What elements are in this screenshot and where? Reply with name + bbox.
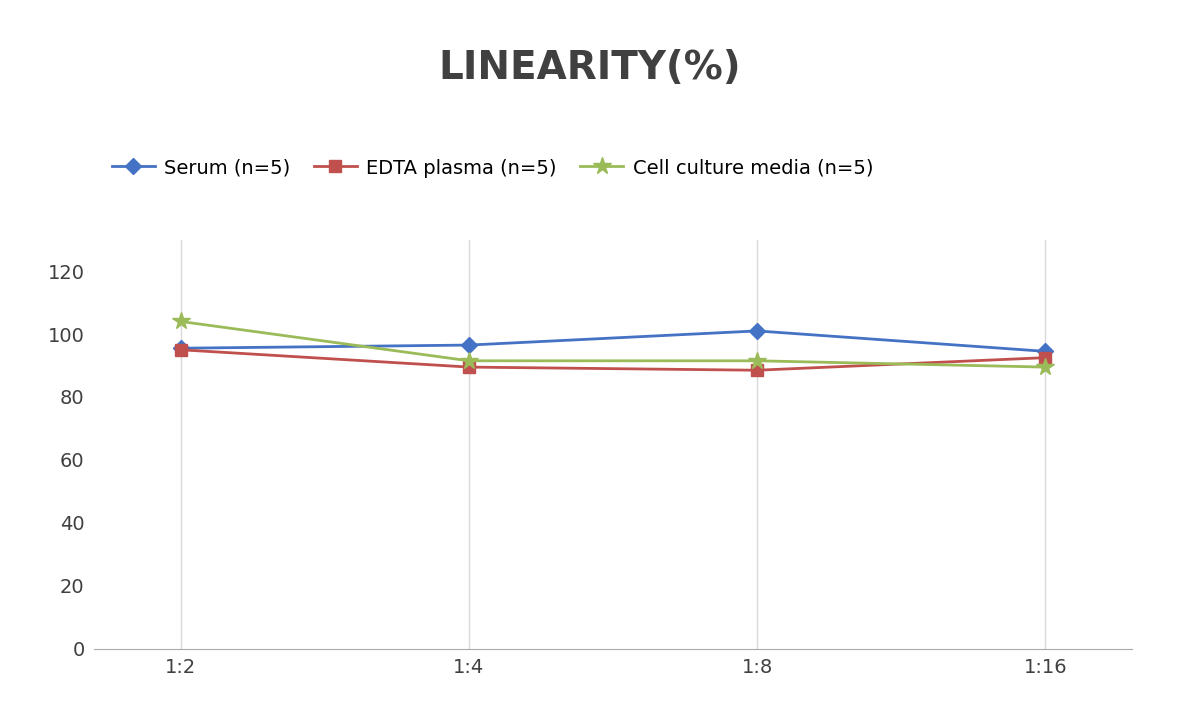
Cell culture media (n=5) bbox=[462, 357, 476, 365]
Cell culture media (n=5) bbox=[750, 357, 764, 365]
Cell culture media (n=5) bbox=[1039, 363, 1053, 372]
Text: LINEARITY(%): LINEARITY(%) bbox=[439, 49, 740, 87]
EDTA plasma (n=5) bbox=[173, 345, 187, 354]
EDTA plasma (n=5) bbox=[750, 366, 764, 374]
Line: EDTA plasma (n=5): EDTA plasma (n=5) bbox=[176, 344, 1050, 376]
Serum (n=5) bbox=[1039, 347, 1053, 355]
Line: Cell culture media (n=5): Cell culture media (n=5) bbox=[172, 312, 1054, 376]
Serum (n=5) bbox=[750, 326, 764, 335]
Legend: Serum (n=5), EDTA plasma (n=5), Cell culture media (n=5): Serum (n=5), EDTA plasma (n=5), Cell cul… bbox=[104, 151, 881, 185]
Serum (n=5) bbox=[462, 341, 476, 349]
EDTA plasma (n=5) bbox=[1039, 353, 1053, 362]
Serum (n=5) bbox=[173, 344, 187, 352]
Line: Serum (n=5): Serum (n=5) bbox=[176, 326, 1050, 357]
EDTA plasma (n=5) bbox=[462, 363, 476, 372]
Cell culture media (n=5) bbox=[173, 317, 187, 326]
